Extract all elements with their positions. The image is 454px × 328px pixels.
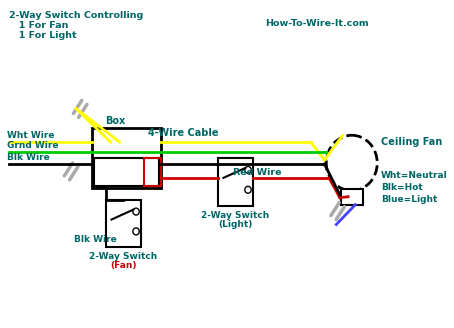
Text: 2-Way Switch Controlling: 2-Way Switch Controlling (9, 11, 143, 20)
Text: 1 For Fan: 1 For Fan (9, 21, 68, 30)
Circle shape (245, 186, 251, 193)
Circle shape (133, 208, 139, 215)
Text: Ceiling Fan: Ceiling Fan (381, 137, 442, 147)
Text: 2-Way Switch: 2-Way Switch (201, 211, 269, 220)
Circle shape (133, 228, 139, 235)
Text: 2-Way Switch: 2-Way Switch (89, 252, 158, 261)
Text: Blk Wire: Blk Wire (74, 235, 117, 244)
Bar (106, 200, 141, 247)
Circle shape (245, 167, 251, 174)
Text: Red Wire: Red Wire (233, 168, 282, 177)
Text: 1 For Light: 1 For Light (9, 31, 76, 40)
Text: 4-Wire Cable: 4-Wire Cable (148, 128, 219, 138)
Circle shape (326, 135, 377, 191)
Text: Wht Wire: Wht Wire (7, 131, 54, 140)
Text: (Light): (Light) (218, 219, 252, 229)
Bar (93, 128, 161, 188)
Bar (94, 158, 159, 186)
Text: Grnd Wire: Grnd Wire (7, 141, 59, 150)
Text: Wht=Neutral
Blk=Hot
Blue=Light: Wht=Neutral Blk=Hot Blue=Light (381, 171, 448, 204)
Text: Blk Wire: Blk Wire (7, 153, 49, 162)
Bar (144, 158, 161, 186)
Bar (341, 189, 363, 205)
Bar (218, 158, 252, 206)
Text: How-To-Wire-It.com: How-To-Wire-It.com (265, 19, 369, 28)
Text: Box: Box (105, 116, 125, 126)
Text: (Fan): (Fan) (110, 261, 137, 270)
